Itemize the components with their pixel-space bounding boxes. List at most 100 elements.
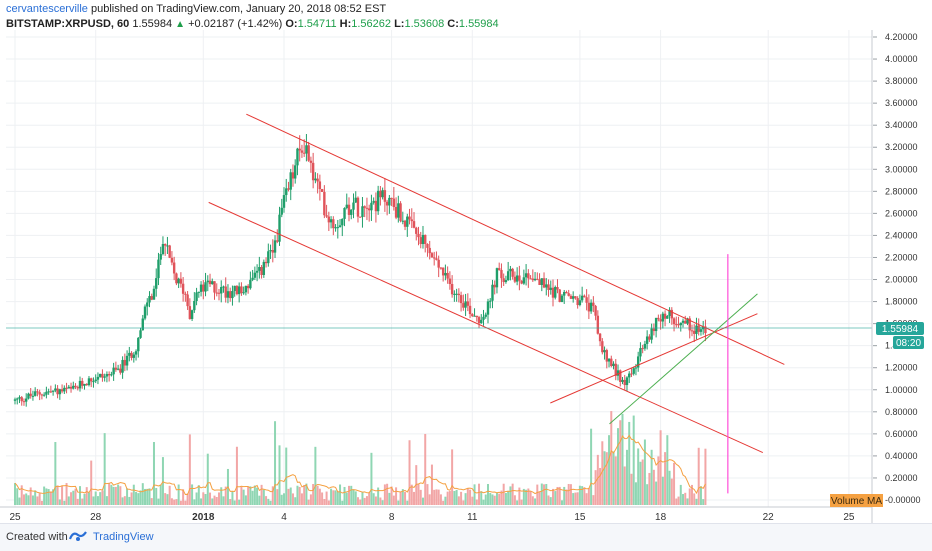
tradingview-brand-link[interactable]: TradingView bbox=[93, 531, 154, 543]
candle-body bbox=[388, 197, 391, 206]
price-tick-label: 2.00000 bbox=[885, 275, 918, 285]
candle-body bbox=[302, 152, 306, 154]
candle-body bbox=[116, 368, 120, 370]
volume-bar bbox=[188, 434, 191, 505]
volume-bar bbox=[576, 492, 579, 505]
candle-body bbox=[417, 233, 420, 238]
volume-ma-legend[interactable]: Volume MA bbox=[830, 494, 883, 507]
volume-bar bbox=[617, 428, 620, 505]
volume-bar bbox=[25, 493, 28, 505]
candle-body bbox=[444, 272, 447, 276]
volume-bar bbox=[121, 497, 124, 505]
volume-bar bbox=[543, 484, 546, 505]
volume-bar bbox=[585, 493, 588, 505]
price-tick-label: 0.20000 bbox=[885, 473, 918, 483]
candle-body bbox=[527, 273, 530, 279]
volume-bar bbox=[572, 493, 575, 505]
candle-body bbox=[524, 273, 528, 278]
candle-body bbox=[403, 220, 407, 227]
volume-bar bbox=[345, 492, 348, 505]
candle-body bbox=[13, 399, 17, 401]
candle-body bbox=[251, 277, 254, 280]
candle-body bbox=[482, 316, 485, 320]
volume-bar bbox=[534, 498, 537, 505]
candle-body bbox=[515, 275, 519, 282]
volume-bar bbox=[549, 497, 552, 505]
volume-bar bbox=[489, 493, 492, 505]
candle-body bbox=[545, 284, 548, 288]
candle-body bbox=[605, 350, 608, 362]
candle-body bbox=[204, 282, 207, 292]
candle-body bbox=[92, 381, 95, 383]
candle-body bbox=[94, 379, 97, 382]
price-chart[interactable]: 4.20000 4.00000 3.80000 3.60000 3.40000 3.200… bbox=[0, 0, 932, 523]
volume-bar bbox=[65, 483, 68, 505]
price-tick-label: -0.00000 bbox=[885, 495, 921, 505]
candle-body bbox=[439, 267, 443, 269]
candle-body bbox=[493, 284, 496, 288]
candle-body bbox=[40, 394, 44, 396]
volume-bar bbox=[435, 489, 438, 505]
candle-body bbox=[654, 317, 658, 332]
candle-body bbox=[280, 207, 283, 215]
candle-body bbox=[518, 275, 521, 281]
candle-body bbox=[385, 201, 389, 206]
candle-body bbox=[426, 244, 429, 248]
volume-bar bbox=[316, 485, 319, 505]
candle-body bbox=[455, 293, 458, 295]
volume-bar bbox=[327, 500, 330, 505]
trendline-drawings[interactable] bbox=[6, 113, 872, 494]
tradingview-logo-icon[interactable] bbox=[68, 529, 88, 548]
volume-bar bbox=[462, 500, 465, 505]
time-tick-label: 22 bbox=[763, 512, 775, 523]
volume-bar bbox=[314, 446, 317, 505]
volume-bar bbox=[220, 487, 223, 505]
candle-body bbox=[623, 379, 626, 386]
candle-body bbox=[435, 258, 438, 260]
volume-bar bbox=[27, 495, 30, 505]
volume-bar bbox=[395, 487, 398, 505]
candle-body bbox=[506, 271, 510, 281]
volume-bar bbox=[31, 495, 34, 505]
volume-bar bbox=[430, 464, 433, 505]
volume-bar bbox=[209, 492, 212, 505]
volume-bar bbox=[204, 494, 207, 505]
volume-bar bbox=[471, 496, 474, 505]
candle-body bbox=[619, 370, 622, 382]
volume-bar bbox=[285, 447, 288, 505]
candle-body bbox=[33, 391, 37, 396]
volume-bar bbox=[592, 495, 595, 505]
volume-bar bbox=[20, 485, 23, 505]
candle-body bbox=[242, 292, 245, 294]
volume-bar bbox=[379, 497, 382, 505]
bar-countdown-badge bbox=[893, 336, 924, 349]
volume-bar bbox=[587, 487, 590, 505]
candle-body bbox=[540, 278, 543, 285]
author-link[interactable]: cervantescerville bbox=[6, 3, 88, 15]
last-price-value: 1.55984 bbox=[882, 324, 919, 335]
candle-body bbox=[208, 280, 212, 285]
price-tick-label: 1.80000 bbox=[885, 297, 918, 307]
volume-bar bbox=[673, 462, 676, 505]
candle-body bbox=[150, 296, 153, 300]
candle-body bbox=[603, 350, 606, 353]
candle-body bbox=[699, 329, 703, 332]
price-axis[interactable] bbox=[873, 30, 932, 523]
volume-bar bbox=[657, 456, 660, 505]
volume-bar bbox=[473, 484, 476, 505]
volume-bar bbox=[244, 495, 247, 505]
candle-body bbox=[166, 245, 169, 247]
created-with-text: Created with bbox=[6, 531, 68, 543]
volume-bar bbox=[249, 486, 252, 505]
candle-body bbox=[390, 197, 393, 199]
volume-bar bbox=[150, 498, 153, 505]
volume-bar bbox=[386, 483, 389, 505]
volume-bar bbox=[256, 487, 259, 505]
volume-bar bbox=[193, 499, 196, 505]
symbol-name[interactable]: BITSTAMP:XRPUSD, 60 bbox=[6, 18, 130, 30]
candle-body bbox=[601, 341, 604, 353]
high-label: H: bbox=[339, 18, 352, 30]
candle-body bbox=[163, 244, 167, 246]
volume-bar bbox=[253, 485, 256, 505]
volume-bar bbox=[215, 496, 218, 505]
